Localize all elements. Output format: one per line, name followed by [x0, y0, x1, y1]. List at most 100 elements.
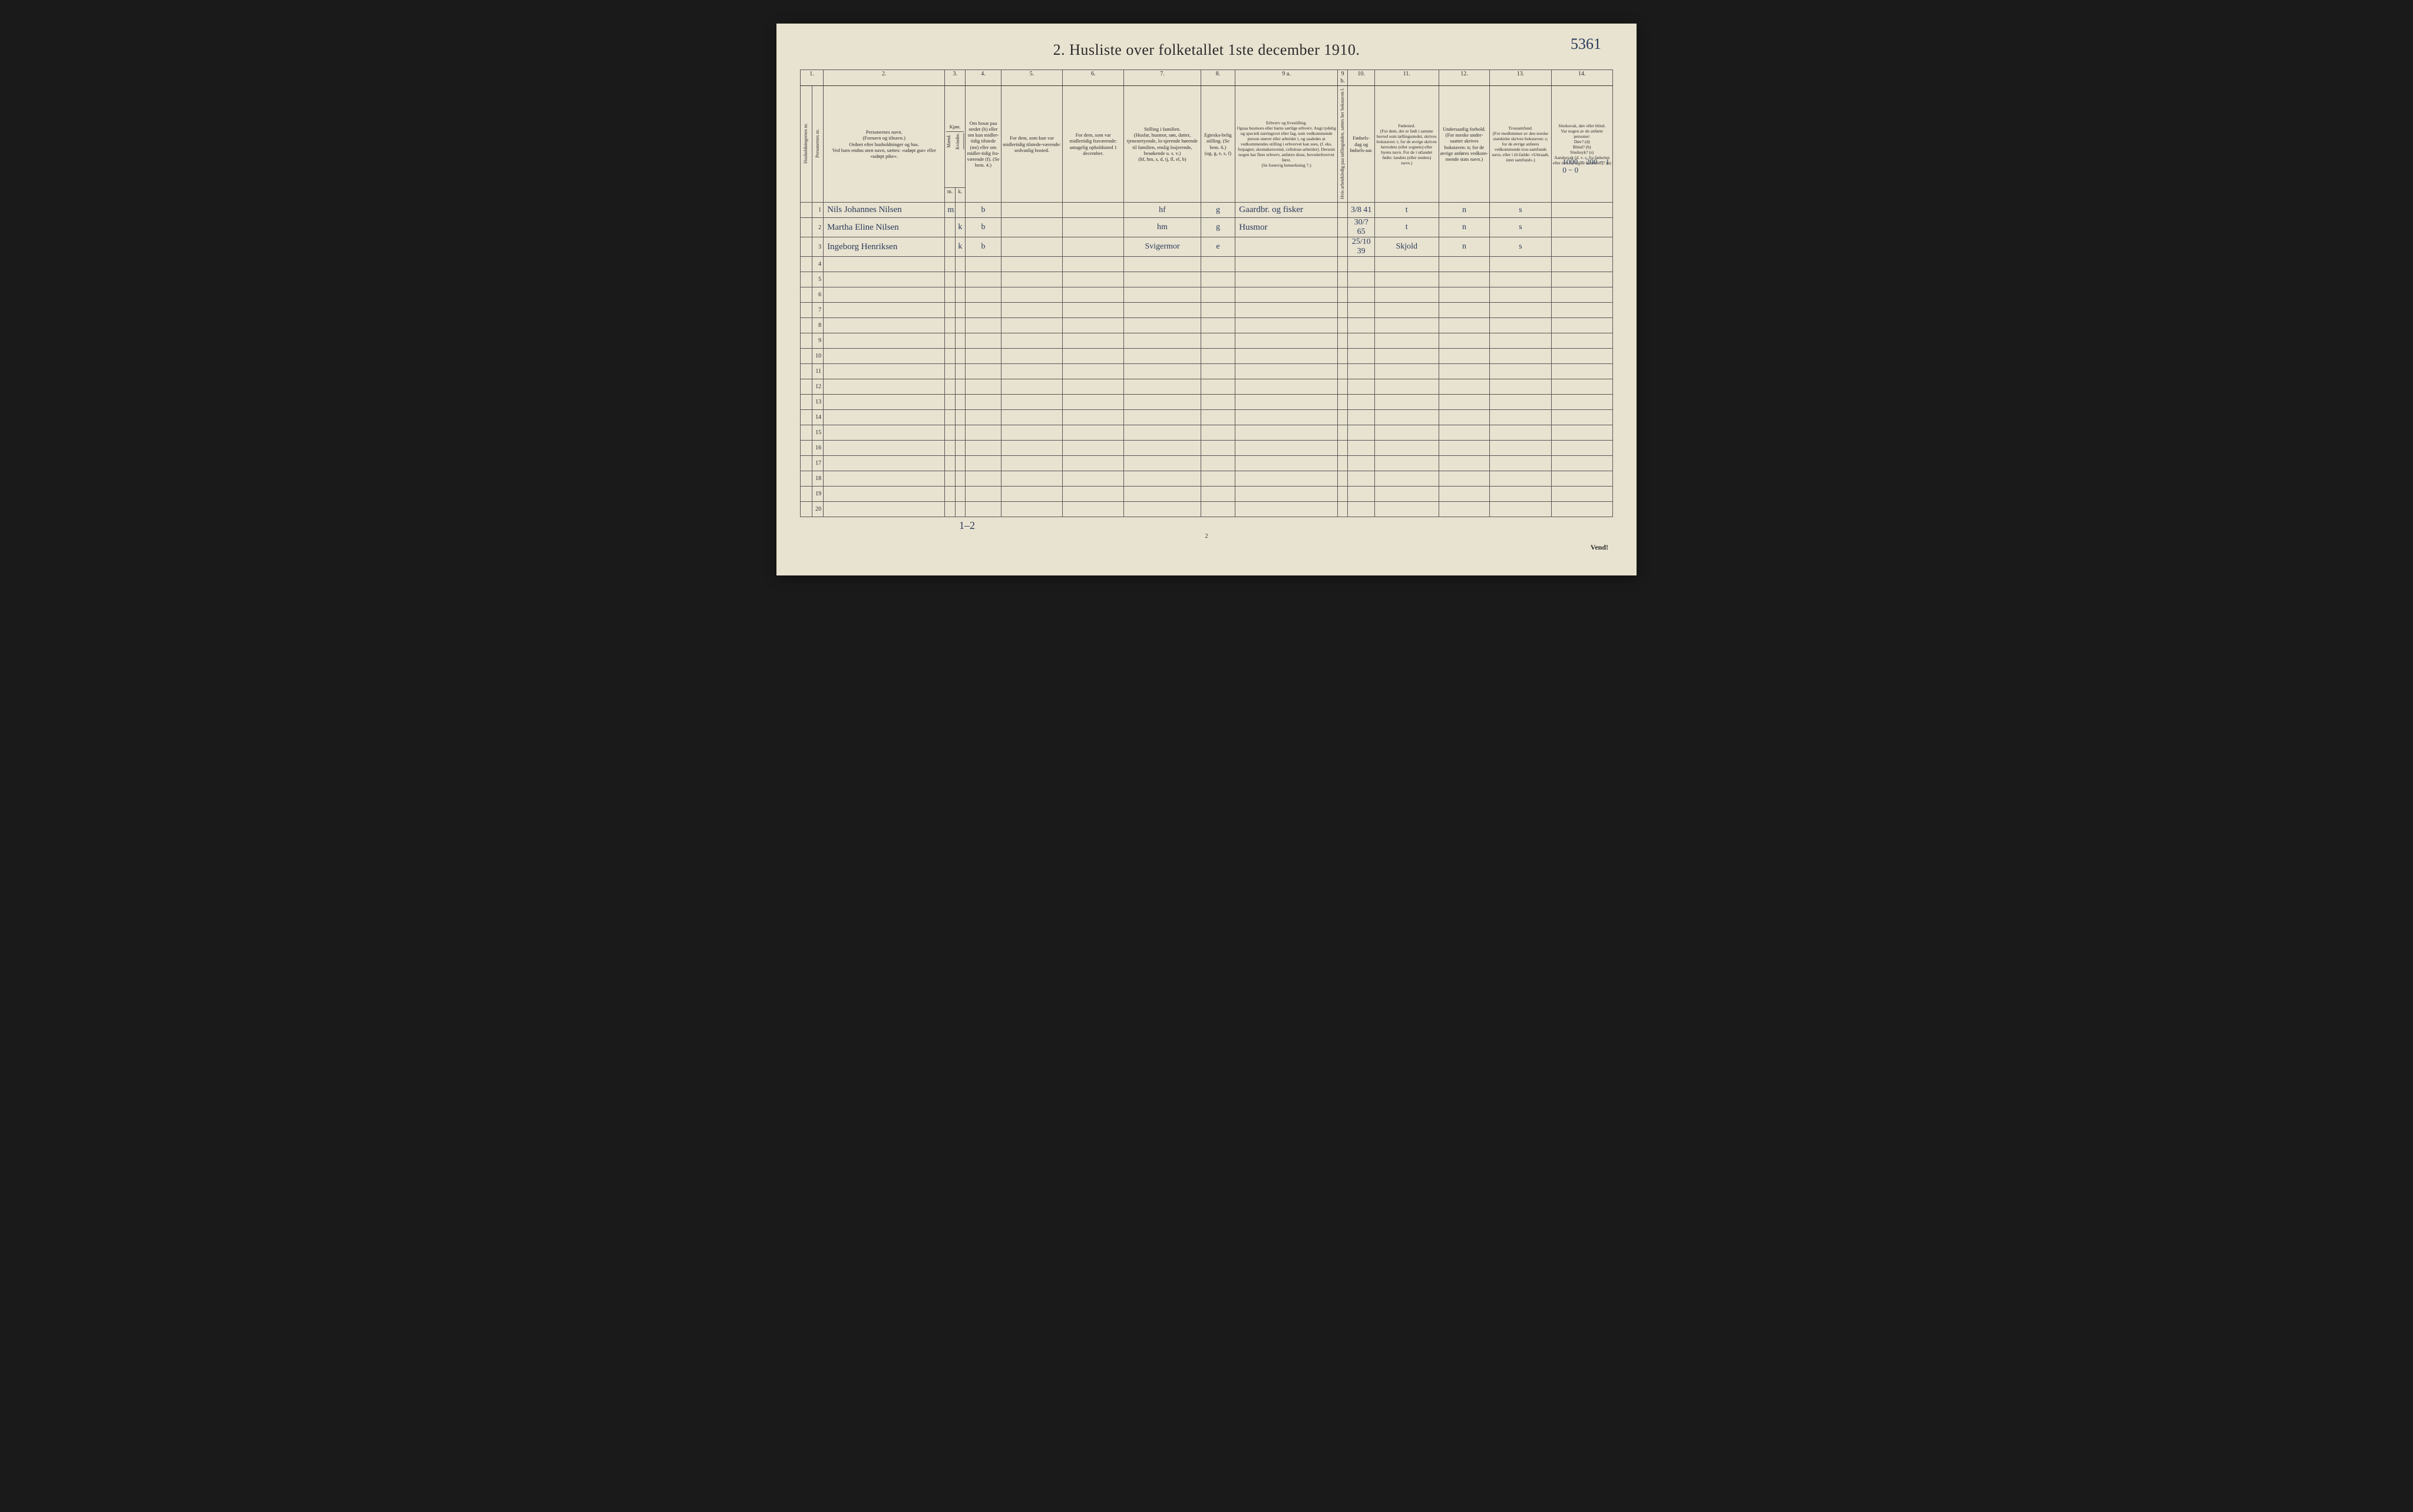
page-number-bottom: 2: [800, 533, 1613, 540]
temp-absent: [1063, 441, 1124, 456]
header-marital: Egteska-belig stilling. (Se bem. 6.) (ug…: [1201, 86, 1235, 203]
nationality: [1439, 257, 1490, 272]
temp-present: [1001, 218, 1062, 237]
table-row: 14: [801, 410, 1613, 425]
occupation: [1235, 487, 1338, 502]
family-position: [1124, 333, 1201, 349]
residence: [966, 502, 1001, 517]
sex-m: [945, 456, 955, 471]
residence: [966, 287, 1001, 303]
nationality: [1439, 410, 1490, 425]
nationality: [1439, 272, 1490, 287]
nationality: [1439, 364, 1490, 379]
family-position: [1124, 349, 1201, 364]
birthplace: [1374, 395, 1439, 410]
residence: [966, 487, 1001, 502]
sex-k: [955, 502, 965, 517]
disability: [1551, 471, 1612, 487]
disability: [1551, 395, 1612, 410]
temp-present: [1001, 395, 1062, 410]
sex-k: [955, 272, 965, 287]
census-page: 5361 2. Husliste over folketallet 1ste d…: [776, 24, 1637, 575]
person-nr: 12: [812, 379, 824, 395]
disability: [1551, 364, 1612, 379]
household-nr: [801, 349, 812, 364]
person-nr: 15: [812, 425, 824, 441]
occupation: [1235, 237, 1338, 257]
disability: [1551, 333, 1612, 349]
disability: [1551, 203, 1612, 218]
temp-present: [1001, 349, 1062, 364]
marital: [1201, 318, 1235, 333]
occupation: [1235, 257, 1338, 272]
marital: [1201, 395, 1235, 410]
occupation: [1235, 471, 1338, 487]
col-num: 6.: [1063, 70, 1124, 86]
table-row: 2Martha Eline NilsenkbhmgHusmor30/? 65tn…: [801, 218, 1613, 237]
table-row: 17: [801, 456, 1613, 471]
residence: [966, 441, 1001, 456]
sex-m: [945, 218, 955, 237]
family-position: hf: [1124, 203, 1201, 218]
col-num: 3.: [945, 70, 966, 86]
marital: [1201, 272, 1235, 287]
birthplace: [1374, 502, 1439, 517]
sex-k: k: [955, 237, 965, 257]
sex-m: [945, 471, 955, 487]
religion: [1490, 303, 1551, 318]
sex-m: [945, 287, 955, 303]
marital: [1201, 257, 1235, 272]
unemployed: [1337, 237, 1347, 257]
religion: [1490, 257, 1551, 272]
family-position: [1124, 303, 1201, 318]
occupation: [1235, 456, 1338, 471]
col-num: 14.: [1551, 70, 1612, 86]
sex-k: k: [955, 218, 965, 237]
person-nr: 1: [812, 203, 824, 218]
nationality: [1439, 441, 1490, 456]
temp-absent: [1063, 471, 1124, 487]
name-cell: Martha Eline Nilsen: [824, 218, 945, 237]
birthplace: [1374, 471, 1439, 487]
birthdate: [1348, 379, 1375, 395]
household-nr: [801, 502, 812, 517]
marital: g: [1201, 218, 1235, 237]
sex-m: [945, 272, 955, 287]
birthdate: [1348, 441, 1375, 456]
disability: [1551, 318, 1612, 333]
marital: [1201, 471, 1235, 487]
disability: [1551, 257, 1612, 272]
unemployed: [1337, 441, 1347, 456]
sex-m: [945, 349, 955, 364]
temp-present: [1001, 257, 1062, 272]
sex-m: [945, 487, 955, 502]
sex-k: [955, 303, 965, 318]
table-row: 1Nils Johannes NilsenmbhfgGaardbr. og fi…: [801, 203, 1613, 218]
table-row: 10: [801, 349, 1613, 364]
sex-m: [945, 303, 955, 318]
birthplace: [1374, 425, 1439, 441]
temp-absent: [1063, 218, 1124, 237]
table-row: 13: [801, 395, 1613, 410]
sex-k: [955, 471, 965, 487]
table-row: 9: [801, 333, 1613, 349]
occupation: Husmor: [1235, 218, 1338, 237]
birthplace: [1374, 318, 1439, 333]
table-row: 18: [801, 471, 1613, 487]
birthplace: [1374, 257, 1439, 272]
col-num: 5.: [1001, 70, 1062, 86]
household-nr: [801, 456, 812, 471]
temp-present: [1001, 502, 1062, 517]
table-row: 19: [801, 487, 1613, 502]
religion: [1490, 425, 1551, 441]
birthplace: t: [1374, 203, 1439, 218]
disability: [1551, 441, 1612, 456]
household-nr: [801, 287, 812, 303]
unemployed: [1337, 364, 1347, 379]
family-position: [1124, 257, 1201, 272]
occupation: [1235, 349, 1338, 364]
person-nr: 16: [812, 441, 824, 456]
temp-present: [1001, 410, 1062, 425]
birthplace: [1374, 456, 1439, 471]
temp-present: [1001, 425, 1062, 441]
